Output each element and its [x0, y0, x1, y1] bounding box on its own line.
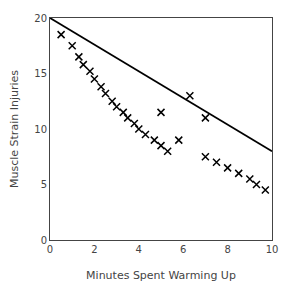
- svg-text:0: 0: [47, 244, 53, 255]
- svg-text:2: 2: [91, 244, 97, 255]
- svg-text:20: 20: [34, 13, 47, 24]
- svg-text:8: 8: [224, 244, 230, 255]
- svg-text:Muscle Strain Injuries: Muscle Strain Injuries: [8, 70, 21, 188]
- svg-text:0: 0: [41, 235, 47, 246]
- svg-text:10: 10: [34, 124, 47, 135]
- svg-text:Minutes Spent Warming Up: Minutes Spent Warming Up: [86, 269, 236, 282]
- svg-text:5: 5: [41, 179, 47, 190]
- svg-text:15: 15: [34, 68, 47, 79]
- svg-text:4: 4: [136, 244, 142, 255]
- svg-text:6: 6: [180, 244, 186, 255]
- svg-text:10: 10: [266, 244, 279, 255]
